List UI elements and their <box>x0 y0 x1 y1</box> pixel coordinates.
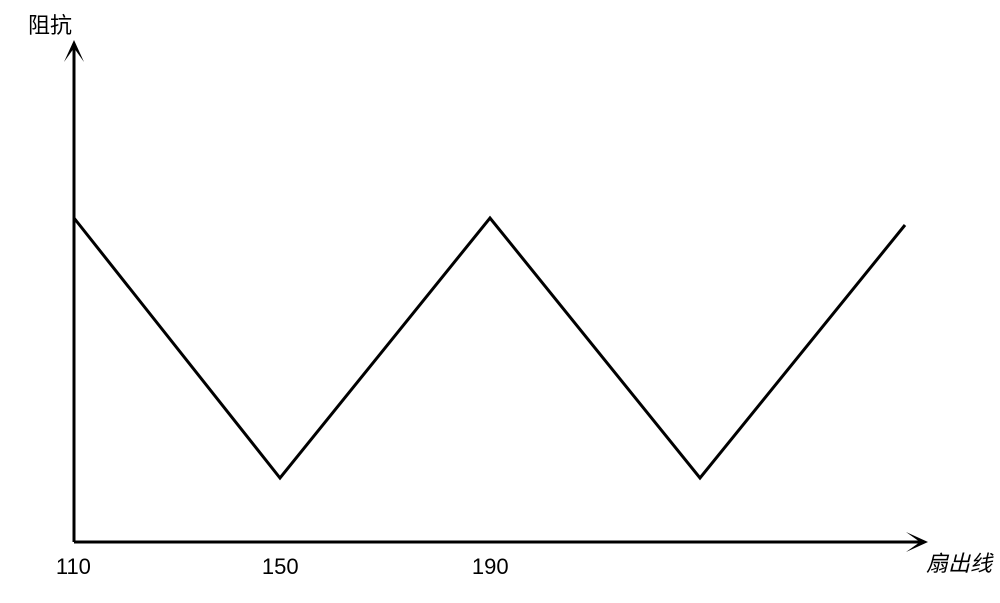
x-tick-label: 190 <box>472 554 509 580</box>
x-axis-label: 扇出线 <box>926 546 992 578</box>
chart-container: 阻抗 扇出线 110 150 190 <box>0 0 1000 603</box>
data-line <box>74 218 905 478</box>
chart-svg <box>0 0 1000 603</box>
x-tick-label: 110 <box>56 554 91 580</box>
y-axis-label: 阻抗 <box>28 8 72 40</box>
x-tick-label: 150 <box>262 554 299 580</box>
